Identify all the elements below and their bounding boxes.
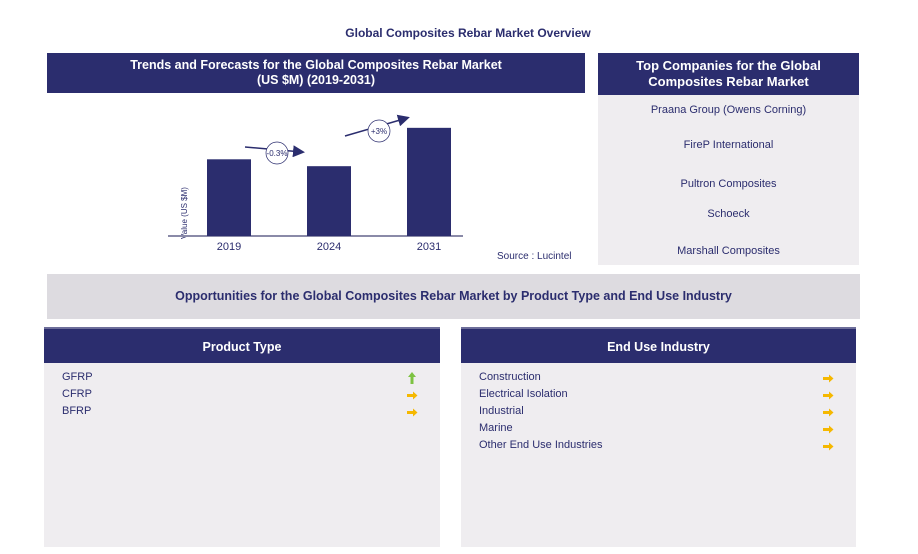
x-tick-label: 2031	[417, 241, 441, 253]
list-item-label: GFRP	[62, 371, 93, 383]
right-arrow-icon	[822, 439, 834, 453]
source-note: Source : Lucintel	[497, 251, 572, 262]
cagr-label: +3%	[371, 127, 387, 136]
end-use-panel: End Use Industry Construction Electrical …	[461, 327, 856, 547]
right-arrow-icon	[822, 422, 834, 436]
companies-title-line1: Top Companies for the Global	[636, 58, 821, 73]
x-tick-label: 2024	[317, 241, 341, 253]
bar-2019	[207, 159, 251, 236]
list-item-label: Electrical Isolation	[479, 388, 568, 400]
bar-2031	[407, 127, 451, 236]
bar-chart: Value (US $M) 2019 2024 2031 -0.3% +3%	[168, 114, 463, 253]
cagr-label: -0.3%	[267, 149, 288, 158]
opportunities-banner: Opportunities for the Global Composites …	[47, 274, 860, 319]
right-arrow-icon	[406, 388, 418, 402]
list-item: Industrial	[479, 405, 834, 422]
list-item: CFRP	[62, 388, 418, 405]
list-item: Other End Use Industries	[479, 439, 834, 456]
right-arrow-icon	[822, 388, 834, 402]
right-arrow-icon	[822, 405, 834, 419]
right-arrow-icon	[406, 405, 418, 419]
companies-panel-header: Top Companies for the Global Composites …	[598, 53, 859, 95]
right-arrow-icon	[822, 371, 834, 385]
company-item: Marshall Composites	[677, 245, 780, 257]
end-use-header: End Use Industry	[461, 327, 856, 363]
up-arrow-icon	[406, 371, 418, 385]
list-item: GFRP	[62, 371, 418, 388]
company-item: Praana Group (Owens Corning)	[650, 104, 807, 116]
trends-panel-header: Trends and Forecasts for the Global Comp…	[47, 53, 585, 93]
bar-2024	[307, 166, 351, 236]
product-type-header: Product Type	[44, 327, 440, 363]
trends-title-line2: (US $M) (2019-2031)	[256, 73, 376, 87]
companies-title-line2: Composites Rebar Market	[648, 74, 809, 89]
list-item-label: Other End Use Industries	[479, 439, 603, 451]
x-tick-label: 2019	[217, 241, 241, 253]
companies-list: Praana Group (Owens Corning) FireP Inter…	[598, 95, 859, 265]
list-item-label: Construction	[479, 371, 541, 383]
list-item-label: BFRP	[62, 405, 92, 417]
trends-title-line1: Trends and Forecasts for the Global Comp…	[130, 58, 502, 72]
company-item: Pultron Composites	[680, 178, 777, 190]
list-item-label: Industrial	[479, 405, 524, 417]
cagr-badge	[265, 141, 289, 165]
page-title: Global Composites Rebar Market Overview	[345, 26, 591, 40]
cagr-badge	[367, 119, 391, 143]
list-item: Marine	[479, 422, 834, 439]
company-item: Schoeck	[707, 208, 750, 220]
company-item: FireP International	[683, 139, 774, 151]
list-item-label: Marine	[479, 422, 513, 434]
list-item: Electrical Isolation	[479, 388, 834, 405]
list-item: BFRP	[62, 405, 418, 422]
product-type-panel: Product Type GFRP CFRP BFRP	[44, 327, 440, 547]
list-item-label: CFRP	[62, 388, 92, 400]
y-axis-label: Value (US $M)	[180, 187, 189, 239]
list-item: Construction	[479, 371, 834, 388]
